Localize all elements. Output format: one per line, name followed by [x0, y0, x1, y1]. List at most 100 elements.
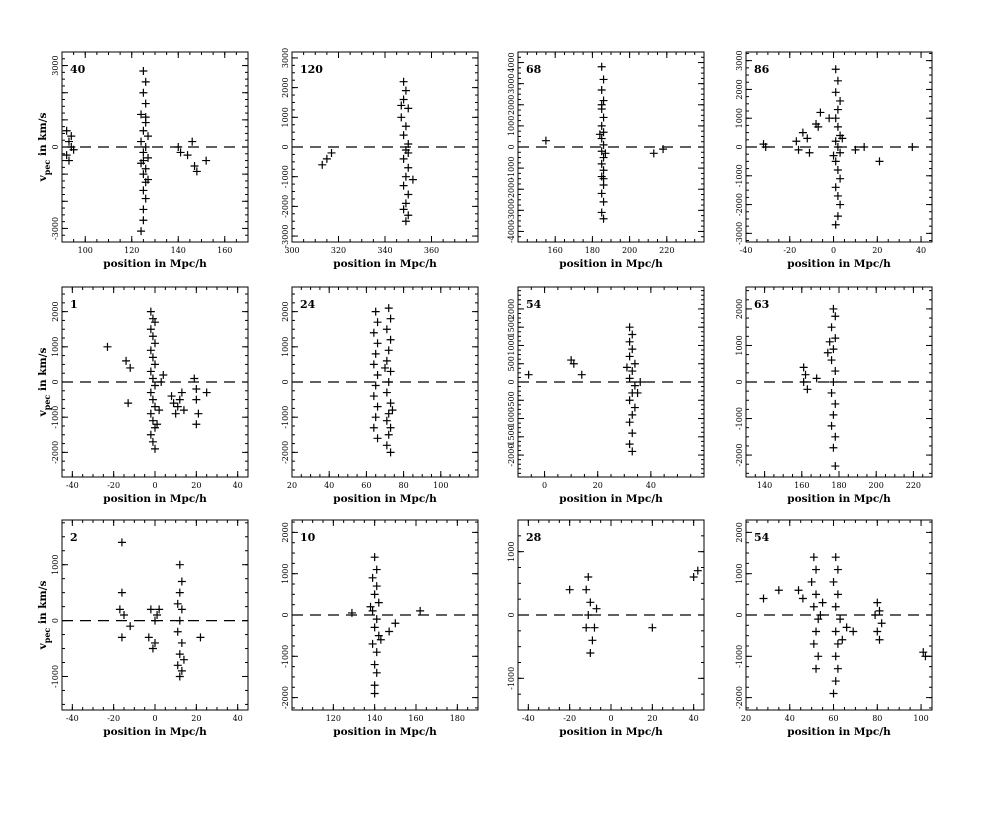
data-point: [146, 367, 155, 376]
data-point: [196, 633, 205, 642]
y-tick-label: -3000: [51, 217, 60, 240]
data-point: [582, 623, 591, 632]
data-point: [139, 67, 148, 75]
data-point: [139, 156, 148, 165]
data-point: [370, 623, 379, 632]
x-axis-label: position in Mpc/h: [787, 726, 891, 738]
x-tick-label: 80: [399, 481, 409, 490]
y-tick-label: -2000: [735, 193, 744, 216]
y-tick-label: 3000: [281, 48, 290, 68]
x-tick-label: -40: [66, 481, 79, 490]
data-point: [368, 606, 377, 615]
data-point: [812, 664, 821, 673]
data-point: [829, 410, 838, 419]
data-point: [141, 77, 150, 86]
x-tick-label: 220: [906, 481, 921, 490]
data-point: [386, 367, 395, 376]
data-point: [139, 170, 148, 179]
data-point: [155, 605, 164, 614]
y-tick-label: 2000: [507, 95, 516, 115]
x-axis-label: position in Mpc/h: [559, 258, 663, 270]
x-axis-label: position in Mpc/h: [103, 258, 207, 270]
data-point: [584, 573, 593, 581]
panel-4: -40 -20 0 20 40 -3000 -2000 -1000 0 1000 2000 3000 8…: [735, 50, 933, 270]
data-point: [833, 639, 842, 648]
data-point: [64, 156, 73, 165]
data-point: [371, 349, 380, 358]
y-tick-label: 1000: [281, 337, 290, 357]
data-point: [831, 553, 840, 562]
y-tick-label: 1000: [51, 555, 60, 575]
data-point: [373, 402, 382, 411]
data-point: [146, 307, 155, 316]
y-tick-label: -4000: [507, 220, 516, 243]
data-point: [831, 157, 840, 166]
data-point: [177, 577, 186, 586]
data-point: [120, 611, 128, 619]
y-tick-label: -2000: [281, 686, 290, 709]
data-point: [877, 619, 886, 628]
data-point: [831, 677, 840, 686]
data-point: [327, 148, 336, 157]
data-point: [829, 443, 838, 452]
data-point: [842, 623, 851, 632]
data-point: [831, 627, 840, 636]
x-tick-label: 180: [450, 714, 465, 723]
data-point: [798, 594, 807, 603]
data-point: [565, 585, 574, 594]
x-tick-label: 40: [233, 481, 243, 490]
data-point: [368, 573, 377, 582]
data-point: [175, 672, 184, 681]
x-tick-label: 40: [689, 714, 699, 723]
data-point: [827, 388, 836, 397]
data-point: [831, 220, 840, 229]
data-point: [836, 148, 845, 157]
panel-label: 10: [300, 531, 316, 544]
x-tick-label: 0: [152, 714, 157, 723]
data-point: [64, 137, 73, 146]
panel-2: 300 320 340 360 -3000 -2000 -1000 0 1000 2000 3000…: [281, 48, 479, 270]
x-axis-label: position in Mpc/h: [787, 258, 891, 270]
data-point: [921, 652, 930, 661]
y-tick-label: 1000: [507, 116, 516, 136]
data-point: [141, 164, 150, 173]
data-point: [812, 627, 821, 636]
data-point: [399, 205, 408, 214]
data-point: [831, 602, 840, 611]
data-point: [595, 130, 604, 139]
x-axis-label: position in Mpc/h: [333, 493, 437, 505]
data-point: [175, 650, 184, 659]
y-axis-label: vpec in km/s: [37, 113, 52, 183]
x-tick-label: 20: [191, 481, 201, 490]
y-tick-label: 2000: [735, 79, 744, 99]
data-point: [103, 342, 112, 351]
x-tick-label: 160: [794, 481, 809, 490]
data-point: [823, 348, 832, 357]
data-point: [597, 208, 606, 217]
data-point: [397, 101, 406, 110]
data-point: [148, 416, 157, 425]
data-point: [582, 585, 591, 594]
panel-8: 140 160 180 200 220 -2000 -1000 0 1000 2000 63 posi…: [735, 286, 933, 505]
data-point: [814, 122, 823, 131]
data-point: [137, 227, 146, 236]
data-point: [171, 409, 180, 418]
data-point: [829, 689, 838, 698]
data-point: [372, 565, 381, 574]
x-tick-label: 160: [217, 246, 232, 255]
x-tick-label: 40: [324, 481, 334, 490]
y-tick-label: 0: [281, 379, 290, 384]
data-point: [833, 143, 842, 151]
x-tick-label: 0: [608, 714, 613, 723]
data-point: [373, 318, 382, 327]
data-point: [597, 86, 606, 94]
y-tick-label: 1000: [735, 335, 744, 355]
data-point: [384, 430, 393, 439]
data-point: [541, 136, 550, 145]
panel-label: 120: [300, 63, 323, 76]
y-tick-label: -1000: [51, 665, 60, 688]
x-tick-label: 0: [152, 481, 157, 490]
data-point: [372, 615, 381, 624]
data-point: [633, 388, 642, 397]
